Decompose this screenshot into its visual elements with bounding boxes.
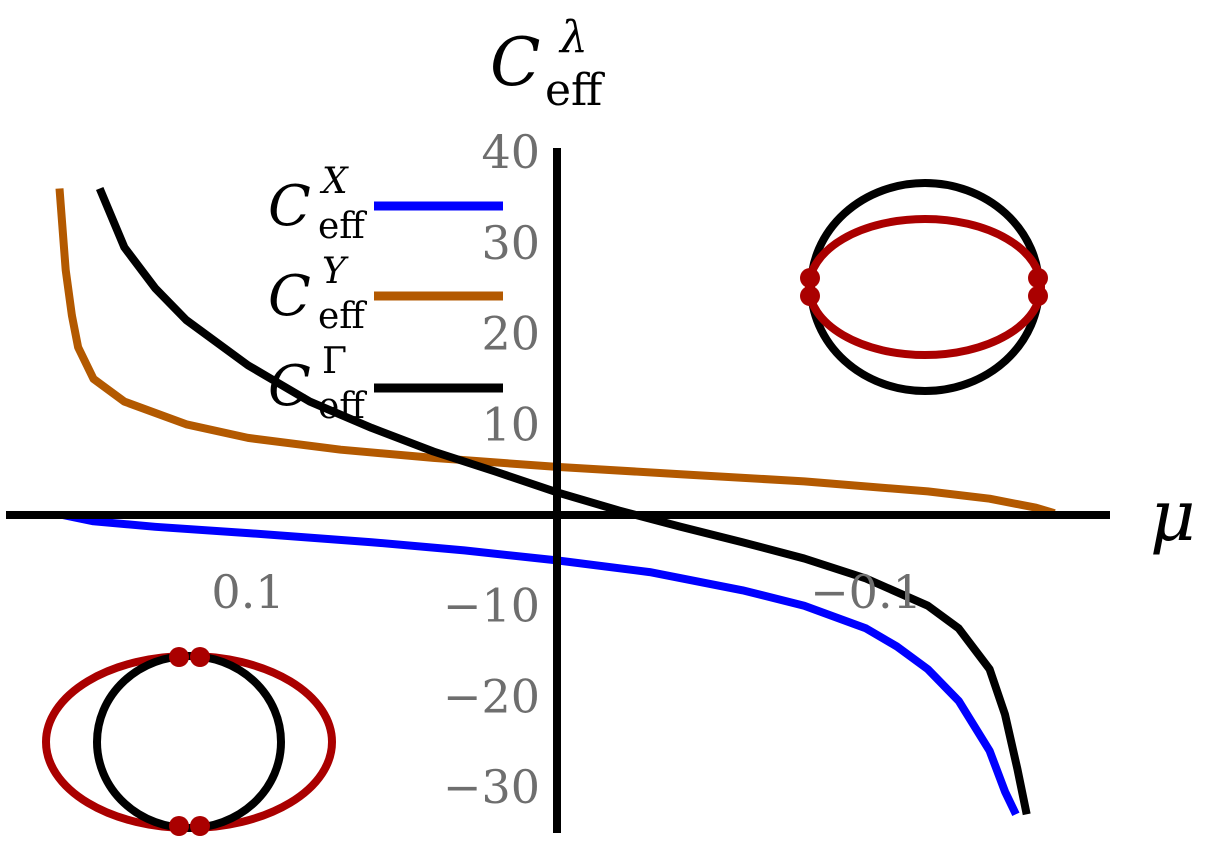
inset-marker-point — [169, 647, 189, 667]
legend-label-gamma-base: C — [268, 354, 311, 419]
legend-label-gamma-sup: Γ — [322, 341, 347, 382]
x-tick-label: 0.1 — [211, 565, 284, 619]
inset-marker-point — [800, 268, 820, 288]
y-tick-label: 40 — [481, 125, 540, 179]
legend-label-gamma-sub: eff — [318, 386, 367, 427]
inset-inner-circle — [93, 652, 285, 832]
inset-fermi-surface-bottom-left — [42, 647, 336, 836]
legend-entry-y: C Y eff — [268, 251, 503, 337]
y-tick-label: 20 — [481, 307, 540, 361]
y-axis-title-superscript: λ — [558, 12, 588, 63]
y-tick-label: 30 — [481, 216, 540, 270]
y-axis-title-subscript: eff — [545, 65, 605, 116]
tick-layer: 40 30 20 10 −10 −20 −30 0.1 −0.1 — [211, 125, 921, 814]
legend: C X eff C Y eff C Γ eff — [268, 161, 503, 427]
inset-outer-circle — [807, 179, 1043, 395]
legend-label-x-base: C — [268, 174, 311, 239]
inset-marker-point — [190, 647, 210, 667]
legend-label-y-sup: Y — [322, 251, 349, 292]
inset-marker-point — [190, 816, 210, 836]
series-line-0 — [61, 511, 1020, 817]
legend-entry-x: C X eff — [268, 161, 503, 247]
legend-label-x-sup: X — [319, 161, 349, 202]
y-axis-title: C — [490, 24, 541, 101]
series-layer — [55, 186, 1056, 817]
series-line-1 — [55, 188, 1056, 518]
inset-outer-ellipse — [42, 652, 336, 832]
inset-marker-point — [1028, 268, 1048, 288]
legend-entry-gamma: C Γ eff — [268, 341, 503, 427]
inset-fermi-surface-top-right — [800, 179, 1048, 395]
series-line-2 — [96, 186, 1031, 816]
x-tick-label: −0.1 — [810, 565, 922, 619]
legend-label-y-base: C — [268, 264, 311, 329]
y-tick-label: −20 — [443, 669, 540, 723]
inset-marker-point — [800, 286, 820, 306]
y-tick-label: −10 — [443, 579, 540, 633]
y-tick-label: 10 — [481, 397, 540, 451]
x-axis-title: μ — [1150, 475, 1196, 557]
inset-marker-point — [169, 816, 189, 836]
inset-inner-ellipse — [805, 215, 1045, 359]
legend-label-x-sub: eff — [318, 206, 367, 247]
y-tick-label: −30 — [443, 760, 540, 814]
inset-marker-point — [1028, 286, 1048, 306]
legend-label-y-sub: eff — [318, 296, 367, 337]
